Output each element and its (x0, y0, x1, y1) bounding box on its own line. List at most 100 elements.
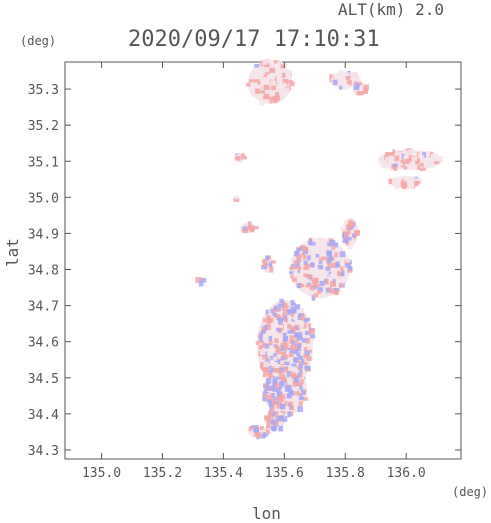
echo-cell (277, 324, 284, 328)
echo-cell (337, 272, 344, 277)
echo-cell (322, 263, 327, 268)
echo-cell (304, 365, 311, 370)
echo-cell (271, 393, 275, 399)
echo-cell (290, 306, 297, 311)
echo-cell (354, 75, 358, 80)
echo-cell (381, 160, 386, 165)
echo-cell (292, 370, 297, 376)
echo-layer (195, 58, 444, 440)
echo-cell (385, 156, 391, 162)
echo-cell (314, 283, 320, 288)
echo-cell (290, 405, 294, 410)
echo-cell (434, 160, 440, 165)
echo-cell (298, 355, 303, 360)
echo-cell (265, 255, 270, 261)
echo-cell (347, 243, 353, 250)
echo-cell (325, 266, 331, 271)
echo-cell (400, 181, 406, 188)
echo-cell (292, 368, 297, 373)
echo-cell (273, 425, 277, 431)
echo-cell (276, 395, 280, 400)
echo-cell (317, 264, 324, 270)
echo-cell (293, 346, 297, 351)
echo-cell (421, 155, 425, 162)
echo-cell (270, 425, 276, 430)
echo-cell (296, 257, 300, 264)
echo-cell (281, 302, 288, 308)
echo-cell (259, 82, 265, 88)
echo-cell (429, 163, 435, 169)
x-tick-label: 135.6 (265, 466, 304, 481)
x-tick-label: 136.0 (387, 466, 426, 481)
echo-cell (268, 319, 273, 324)
echo-cell (397, 176, 402, 181)
echo-cell (319, 280, 325, 287)
echo-cell (391, 164, 396, 170)
echo-cell (317, 239, 324, 244)
echo-cell (345, 76, 351, 81)
echo-cell (274, 72, 278, 76)
echo-cell (417, 164, 421, 170)
x-tick-label: 135.0 (82, 466, 121, 481)
echo-cell (277, 61, 283, 67)
echo-cell (329, 74, 333, 80)
echo-cell (276, 81, 283, 86)
echo-cell (286, 393, 292, 399)
echo-cell (336, 79, 342, 85)
echo-cell (276, 376, 280, 380)
echo-cell (426, 150, 431, 156)
x-unit-label: (deg) (452, 485, 489, 499)
echo-cell (253, 79, 260, 83)
y-tick-label: 35.1 (28, 155, 59, 170)
echo-cell (317, 287, 323, 293)
echo-cell (278, 369, 283, 375)
echo-cell (287, 411, 292, 418)
echo-cell (307, 281, 311, 286)
echo-cell (271, 402, 275, 408)
echo-cell (329, 290, 334, 294)
echo-cell (278, 317, 284, 322)
echo-cell (256, 432, 263, 437)
echo-cell (309, 349, 313, 353)
echo-cell (351, 73, 356, 79)
echo-cell (273, 305, 278, 310)
echo-cell (339, 251, 346, 258)
echo-cell (267, 365, 272, 370)
echo-cell (337, 270, 341, 276)
echo-cell (277, 303, 284, 308)
echo-cell (301, 245, 305, 250)
x-axis-label: lon (252, 504, 281, 523)
echo-cell (303, 318, 308, 323)
echo-cell (277, 83, 284, 88)
echo-cell (300, 314, 306, 321)
echo-cell (294, 266, 301, 271)
echo-cell (292, 317, 298, 321)
echo-cell (312, 282, 317, 287)
echo-cell (388, 156, 393, 161)
echo-cell (408, 149, 414, 155)
echo-cell (279, 394, 286, 400)
echo-cell (313, 277, 319, 284)
echo-cell (301, 389, 306, 395)
echo-cell (267, 411, 274, 416)
echo-cell (250, 225, 255, 231)
echo-cell (411, 156, 418, 161)
echo-cell (296, 247, 300, 254)
echo-cell (282, 407, 287, 413)
echo-cell (280, 377, 287, 384)
echo-cell (280, 64, 285, 69)
echo-scatter-3 (261, 255, 277, 273)
echo-cell (433, 153, 438, 159)
echo-cell (308, 328, 315, 335)
echo-cell (258, 95, 262, 100)
echo-cell (280, 415, 285, 420)
echo-cell (257, 69, 263, 74)
echo-cell (249, 73, 255, 77)
y-tick-label: 34.5 (28, 372, 59, 387)
echo-cell (308, 323, 312, 328)
echo-cell (290, 274, 294, 279)
echo-cell (262, 258, 267, 263)
echo-cell (299, 308, 305, 314)
echo-cell (397, 159, 401, 166)
echo-cell (290, 300, 295, 306)
